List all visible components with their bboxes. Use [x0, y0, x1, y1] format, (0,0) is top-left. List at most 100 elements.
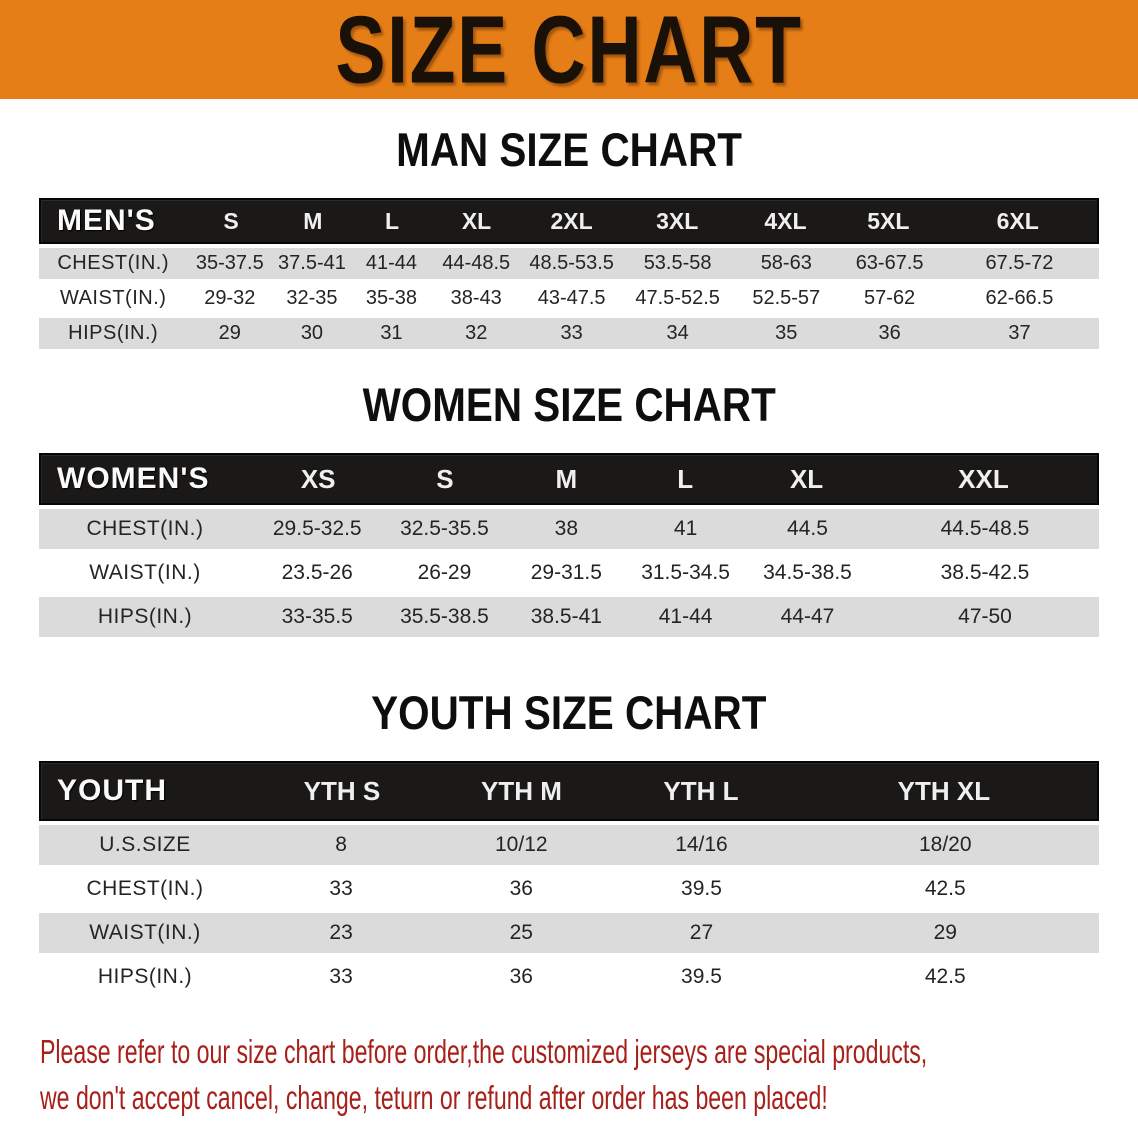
table-cell: 31 [380, 322, 403, 344]
table-cell: 35-37.5 [195, 252, 264, 274]
column-header: YTH M [481, 775, 562, 806]
table-cell: 48.5-53.5 [529, 252, 614, 274]
women-size-table: WOMEN'S XS S M L XL XXL CHEST(IN.) 29.5-32.5 32.5… [39, 453, 1099, 637]
column-header: 3XL [656, 207, 699, 234]
table-cell: 30 [300, 322, 324, 344]
youth-size-table: YOUTH YTH S YTH M YTH L YTH XL U.S.SIZE 8 10/12… [39, 761, 1099, 997]
table-cell: 67.5-72 [985, 252, 1054, 274]
table-cell: 44-48.5 [442, 252, 511, 274]
title-banner: SIZE CHART [0, 0, 1138, 100]
youth-heading-text: YOUTH SIZE CHART [371, 685, 767, 739]
table-cell: 38 [554, 517, 579, 540]
table-cell: 43-47.5 [537, 287, 606, 309]
table-cell: 47-50 [958, 605, 1012, 628]
women-section: WOMEN SIZE CHART WOMEN'S XS S M L XL XXL CHEST(… [0, 378, 1138, 637]
table-cell: 32 [465, 322, 488, 344]
table-cell: 33 [329, 965, 353, 988]
table-row: HIPS(IN.) 29 30 31 32 33 34 35 36 37 [39, 318, 1099, 349]
table-cell: 25 [509, 921, 533, 944]
disclaimer-text: Please refer to our size chart before or… [40, 1029, 1132, 1121]
column-header: L [677, 463, 694, 494]
table-cell: 44.5 [787, 517, 828, 540]
table-cell: 37.5-41 [278, 252, 346, 274]
table-cell: 42.5 [924, 965, 966, 988]
column-header: YTH XL [897, 775, 991, 806]
table-cell: 57-62 [864, 287, 916, 309]
table-cell: 39.5 [681, 965, 722, 988]
disclaimer-line-1: Please refer to our size chart before or… [40, 1033, 928, 1070]
disclaimer-notice: Please refer to our size chart before or… [40, 1029, 1138, 1121]
women-section-heading: WOMEN SIZE CHART [0, 378, 1138, 431]
table-cell: 38.5-42.5 [940, 561, 1030, 584]
table-cell: 36 [509, 877, 533, 900]
table-cell: 36 [878, 322, 901, 344]
row-label: HIPS(IN.) [97, 605, 193, 628]
column-header: XS [300, 463, 336, 494]
table-cell: 35.5-38.5 [400, 605, 489, 628]
table-cell: 33-35.5 [281, 605, 353, 628]
row-label: HIPS(IN.) [68, 322, 159, 344]
table-cell: 36 [509, 965, 533, 988]
table-cell: 44-47 [780, 605, 835, 628]
table-cell: 29-31.5 [530, 561, 602, 584]
table-row: WAIST(IN.) 23.5-26 26-29 29-31.5 31.5-34.5 34… [39, 553, 1099, 593]
table-cell: 32.5-35.5 [400, 517, 489, 540]
table-cell: 39.5 [681, 877, 722, 900]
table-row: HIPS(IN.) 33 36 39.5 42.5 [39, 957, 1099, 997]
table-cell: 58-63 [760, 252, 812, 274]
disclaimer-line-2: we don't accept cancel, change, teturn o… [40, 1079, 828, 1116]
table-cell: 47.5-52.5 [635, 287, 720, 309]
table-cell: 23.5-26 [281, 561, 353, 584]
table-row: U.S.SIZE 8 10/12 14/16 18/20 [39, 825, 1099, 865]
column-header: 5XL [867, 207, 910, 234]
men-size-table: MEN'S S M L XL 2XL 3XL 4XL 5XL 6XL CHEST(IN.) 35-37… [39, 198, 1099, 349]
table-cell: 27 [689, 921, 714, 944]
column-header: 4XL [764, 207, 807, 234]
youth-section: YOUTH SIZE CHART YOUTH YTH S YTH M YTH L YTH… [0, 686, 1138, 997]
table-cell: 34.5-38.5 [763, 561, 852, 584]
column-header: M [303, 207, 323, 234]
row-label: WAIST(IN.) [89, 561, 201, 584]
table-row: CHEST(IN.) 35-37.5 37.5-41 41-44 44-48.5 48.5… [39, 248, 1099, 279]
column-header: 6XL [996, 207, 1039, 234]
table-cell: 41-44 [365, 252, 418, 274]
column-header: XL [461, 207, 492, 234]
table-cell: 32-35 [286, 287, 338, 309]
table-cell: 10/12 [495, 833, 548, 856]
row-label: WAIST(IN.) [89, 921, 201, 944]
column-header: YTH S [303, 775, 381, 806]
table-cell: 14/16 [675, 833, 728, 856]
table-cell: 42.5 [924, 877, 966, 900]
row-label: CHEST(IN.) [86, 517, 204, 540]
table-cell: 29 [933, 921, 957, 944]
row-label: HIPS(IN.) [97, 965, 193, 988]
column-header: XL [789, 463, 824, 494]
table-row: HIPS(IN.) 33-35.5 35.5-38.5 38.5-41 41-44 44-… [39, 597, 1099, 637]
column-header: L [385, 207, 400, 234]
table-cell: 35-38 [365, 287, 418, 309]
table-cell: 29 [218, 322, 241, 344]
row-label: WAIST(IN.) [59, 287, 167, 309]
table-cell: 23 [329, 921, 353, 944]
table-cell: 8 [335, 833, 347, 856]
table-cell: 29.5-32.5 [272, 517, 362, 540]
table-cell: 31.5-34.5 [641, 561, 730, 584]
women-heading-text: WOMEN SIZE CHART [362, 377, 776, 431]
table-row: WAIST(IN.) 23 25 27 29 [39, 913, 1099, 953]
table-header-row: WOMEN'S XS S M L XL XXL [39, 453, 1099, 505]
table-cell: 33 [329, 877, 353, 900]
table-cell: 44.5-48.5 [940, 517, 1030, 540]
table-row: CHEST(IN.) 29.5-32.5 32.5-35.5 38 41 44.5 44.5… [39, 509, 1099, 549]
table-cell: 38-43 [450, 287, 502, 309]
table-title: WOMEN'S [57, 462, 210, 495]
column-header: YTH L [663, 775, 739, 806]
row-label: U.S.SIZE [99, 833, 191, 856]
table-cell: 18/20 [918, 833, 972, 856]
column-header: M [555, 463, 578, 494]
table-cell: 62-66.5 [985, 287, 1054, 309]
youth-section-heading: YOUTH SIZE CHART [0, 686, 1138, 739]
column-header: S [223, 207, 239, 234]
table-cell: 63-67.5 [855, 252, 924, 274]
table-cell: 33 [560, 322, 583, 344]
